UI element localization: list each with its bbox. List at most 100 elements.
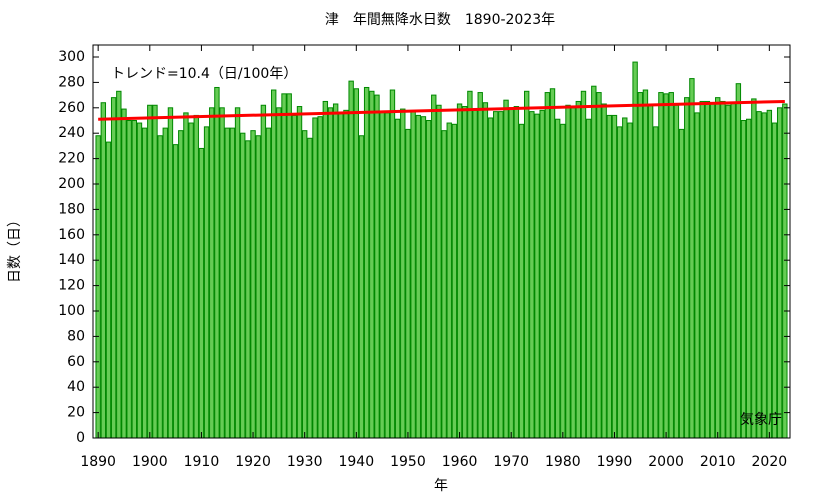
bar	[214, 86, 220, 439]
bar	[162, 127, 168, 439]
bar	[312, 117, 318, 439]
bar	[281, 93, 287, 439]
plot-frame	[92, 44, 791, 439]
bar	[673, 104, 680, 439]
y-tick-label: 160	[58, 227, 85, 243]
bar	[291, 114, 298, 439]
bar	[699, 100, 705, 439]
bar	[694, 112, 700, 439]
bar	[296, 106, 303, 439]
y-tick-label: 120	[58, 278, 85, 294]
bar	[322, 100, 329, 439]
bar	[157, 135, 163, 439]
x-tick-label: 1920	[235, 454, 271, 470]
bar	[782, 103, 788, 439]
y-tick-label: 20	[67, 405, 85, 421]
bar	[105, 141, 112, 439]
x-tick-label: 2020	[752, 454, 788, 470]
bar	[565, 104, 571, 439]
bar	[338, 112, 344, 439]
bar	[446, 122, 452, 439]
bar	[152, 104, 158, 439]
annotation: 気象庁	[740, 412, 782, 428]
bar	[735, 83, 742, 439]
x-tick-label: 1930	[287, 454, 323, 470]
trend-line	[98, 99, 785, 121]
bar	[178, 130, 184, 439]
bar	[307, 137, 313, 439]
bar	[379, 111, 385, 439]
bar	[116, 90, 122, 439]
bar	[374, 94, 380, 439]
x-axis-label: 年	[434, 478, 448, 494]
bar	[529, 111, 535, 439]
bar	[761, 112, 767, 439]
bar	[560, 123, 566, 439]
bar	[709, 102, 716, 439]
bar	[410, 111, 416, 439]
bar	[271, 89, 277, 439]
bar	[172, 144, 179, 439]
bar	[209, 107, 215, 439]
x-tick-label: 1980	[545, 454, 581, 470]
bar	[653, 126, 659, 439]
bar	[642, 89, 649, 439]
y-tick-label: 280	[58, 74, 85, 90]
bar	[147, 104, 153, 439]
bar	[167, 107, 174, 439]
bar	[632, 61, 638, 439]
bar	[611, 114, 618, 439]
x-tick-label: 1900	[132, 454, 168, 470]
bar	[518, 123, 525, 439]
bar	[121, 108, 127, 439]
bar	[203, 126, 210, 439]
x-tick-label: 1950	[390, 454, 426, 470]
bar	[585, 118, 592, 439]
bar	[317, 116, 323, 439]
bar	[332, 103, 339, 439]
bar	[405, 128, 411, 439]
bar	[415, 114, 421, 439]
bar	[260, 104, 267, 439]
y-tick-label: 140	[58, 252, 85, 268]
bar	[534, 113, 540, 439]
bar	[601, 103, 607, 439]
bar	[224, 127, 230, 439]
bar	[544, 92, 551, 439]
bar	[110, 97, 117, 439]
bar	[95, 135, 101, 439]
bar	[472, 109, 478, 439]
bar	[343, 109, 349, 439]
bar	[183, 112, 189, 439]
bar	[255, 135, 261, 439]
bar	[549, 88, 556, 439]
y-tick-label: 100	[58, 303, 85, 319]
bar	[245, 140, 251, 439]
bar	[456, 103, 463, 439]
y-axis-label: 日数（日）	[7, 213, 23, 283]
bar	[570, 107, 576, 439]
bar	[539, 109, 545, 439]
bar	[400, 108, 406, 439]
bar	[394, 118, 401, 439]
bar	[663, 93, 669, 439]
annotation: トレンド=10.4（日/100年）	[111, 66, 297, 82]
bar	[425, 120, 432, 439]
bar	[647, 104, 654, 439]
x-tick-label: 1910	[184, 454, 220, 470]
bar	[482, 102, 489, 439]
y-tick-label: 60	[67, 354, 85, 370]
bar	[141, 127, 148, 439]
bar	[363, 86, 370, 439]
bar	[596, 92, 602, 439]
bar	[420, 116, 427, 439]
bar	[229, 127, 236, 439]
bar	[441, 130, 447, 439]
bar	[616, 126, 623, 439]
bar	[493, 111, 499, 439]
bar	[715, 97, 721, 439]
bar	[751, 98, 757, 439]
y-tick-label: 40	[67, 379, 85, 395]
y-tick-label: 180	[58, 201, 85, 217]
bar	[131, 120, 137, 439]
